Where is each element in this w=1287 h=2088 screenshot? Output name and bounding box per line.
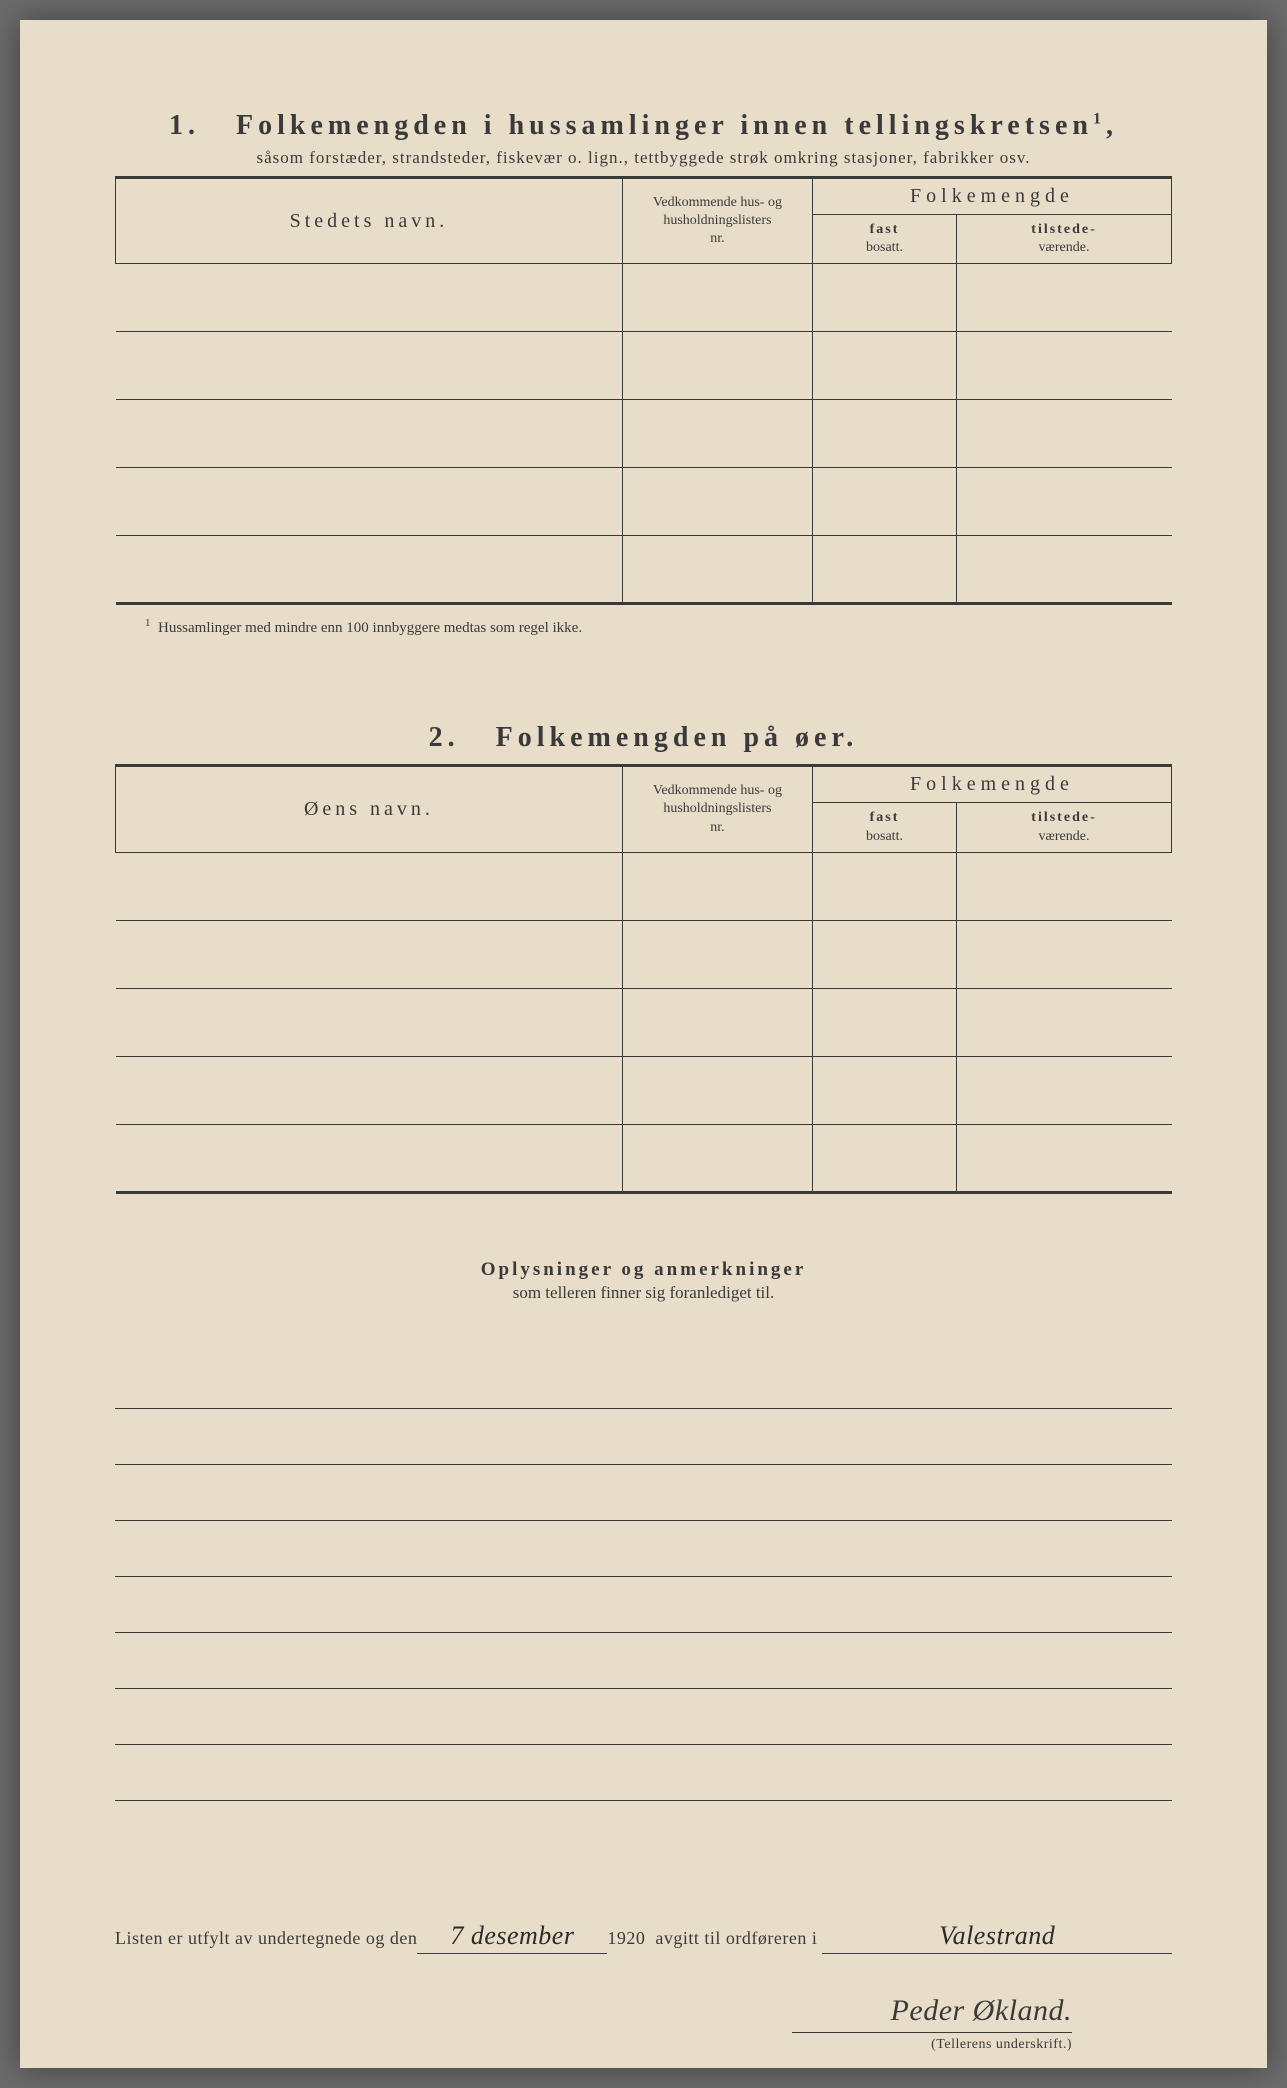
col2-til-b: tilstede- [1031, 810, 1096, 825]
section1-title-sup: 1 [1093, 111, 1106, 128]
col2-list-l1: Vedkommende hus- og [653, 783, 782, 798]
col2-list-l3: nr. [710, 820, 724, 835]
footnote-text: Hussamlinger med mindre enn 100 innbygge… [158, 620, 582, 636]
footnote-sup: 1 [145, 617, 151, 629]
signature-row: Peder Økland. (Tellerens underskrift.) [115, 1994, 1172, 2053]
col-tilstede-2: tilstede- værende. [957, 803, 1172, 852]
col-folkemengde-2: Folkemengde [812, 766, 1171, 803]
col2-list-l2: husholdningslisters [663, 801, 771, 816]
section-2: 2. Folkemengden på øer. Øens navn. Vedko… [115, 722, 1172, 1193]
col-list-nr-2: Vedkommende hus- og husholdningslisters … [622, 766, 812, 852]
section-1: 1. Folkemengden i hussamlinger innen tel… [115, 110, 1172, 637]
col-list-l2: husholdningslisters [663, 213, 771, 228]
remarks-lines [115, 1353, 1172, 1801]
sig-date: 7 desember [417, 1921, 607, 1954]
table-row [116, 852, 1172, 920]
section1-table: Stedets navn. Vedkommende hus- og hushol… [115, 176, 1172, 605]
signature-block: Listen er utfylt av undertegnede og den … [115, 1921, 1172, 2053]
section1-title-text: Folkemengden i hussamlinger innen tellin… [236, 110, 1093, 141]
section1-subtitle: såsom forstæder, strandsteder, fiskevær … [115, 148, 1172, 168]
table-row [116, 1124, 1172, 1192]
sig-text2: avgitt til ordføreren i [655, 1928, 817, 1949]
table-row [116, 400, 1172, 468]
section2-title: 2. Folkemengden på øer. [115, 722, 1172, 754]
remark-line [115, 1353, 1172, 1409]
section2-number: 2. [429, 722, 460, 753]
col-list-nr: Vedkommende hus- og husholdningslisters … [622, 178, 812, 264]
table-row [116, 988, 1172, 1056]
col-stedets-navn: Stedets navn. [116, 178, 623, 264]
sig-place: Valestrand [822, 1921, 1172, 1954]
sig-year: 1920 [607, 1928, 645, 1949]
table-row [116, 920, 1172, 988]
section1-number: 1. [169, 110, 200, 141]
remark-line [115, 1521, 1172, 1577]
remark-line [115, 1577, 1172, 1633]
col-folkemengde: Folkemengde [812, 178, 1171, 215]
col-list-l3: nr. [710, 231, 724, 246]
section2-title-text: Folkemengden på øer. [496, 722, 859, 753]
remark-line [115, 1745, 1172, 1801]
remark-line [115, 1465, 1172, 1521]
sig-text1: Listen er utfylt av undertegnede og den [115, 1928, 417, 1949]
col-list-l1: Vedkommende hus- og [653, 195, 782, 210]
signature-name: Peder Økland. [792, 1994, 1072, 2033]
remarks-subtitle: som telleren finner sig foranlediget til… [115, 1283, 1172, 1303]
remark-line [115, 1633, 1172, 1689]
signature-label: (Tellerens underskrift.) [115, 2037, 1072, 2053]
col2-fast-b: fast [870, 810, 900, 825]
col-oens-navn: Øens navn. [116, 766, 623, 852]
table-row [116, 1056, 1172, 1124]
table-row [116, 264, 1172, 332]
signature-line: Listen er utfylt av undertegnede og den … [115, 1921, 1172, 1954]
section2-table: Øens navn. Vedkommende hus- og husholdni… [115, 764, 1172, 1193]
table-row [116, 536, 1172, 604]
col-til-b: tilstede- [1031, 222, 1096, 237]
document-page: 1. Folkemengden i hussamlinger innen tel… [20, 20, 1267, 2068]
col-fast-2: fast bosatt. [812, 803, 956, 852]
col-fast: fast bosatt. [812, 215, 956, 264]
remark-line [115, 1689, 1172, 1745]
col-tilstede: tilstede- værende. [957, 215, 1172, 264]
section1-title: 1. Folkemengden i hussamlinger innen tel… [115, 110, 1172, 142]
remark-line [115, 1409, 1172, 1465]
table-row [116, 332, 1172, 400]
col-fast-s: bosatt. [866, 240, 903, 255]
remarks-section: Oplysninger og anmerkninger som telleren… [115, 1259, 1172, 1801]
section1-footnote: 1 Hussamlinger med mindre enn 100 innbyg… [115, 617, 1172, 637]
table-row [116, 468, 1172, 536]
col-til-s: værende. [1039, 240, 1090, 255]
col2-til-s: værende. [1039, 829, 1090, 844]
col2-fast-s: bosatt. [866, 829, 903, 844]
remarks-title: Oplysninger og anmerkninger [115, 1259, 1172, 1281]
col-fast-b: fast [870, 222, 900, 237]
